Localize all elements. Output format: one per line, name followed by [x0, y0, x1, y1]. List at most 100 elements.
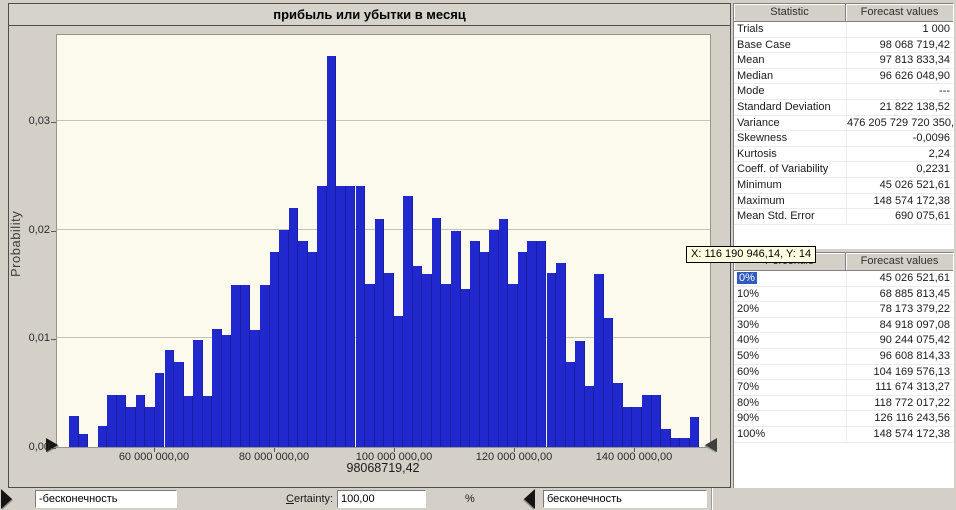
y-tick-label: 0,03 [28, 115, 50, 127]
row-label: 10% [737, 287, 760, 300]
row-value: 148 574 172,38 [846, 193, 953, 209]
y-tick-mark [51, 339, 56, 340]
table-row[interactable]: Mean 97 813 833,34 [734, 53, 953, 69]
row-label: Coeff. of Variability [737, 163, 829, 176]
x-tick-label: 100 000 000,00 [355, 451, 433, 463]
row-label: 40% [737, 334, 760, 347]
range-min-arrow-icon[interactable] [1, 489, 12, 509]
row-label: Mode [737, 85, 765, 98]
row-label: Kurtosis [737, 147, 777, 160]
row-value: 0,2231 [846, 162, 953, 177]
table-row[interactable]: 100% 148 574 172,38 [734, 426, 953, 443]
y-tick-label: 0,01 [28, 332, 50, 344]
table-row[interactable]: 10% 68 885 813,45 [734, 286, 953, 303]
histogram-bar [575, 341, 585, 447]
row-value: 2,24 [846, 146, 953, 162]
histogram-bar [307, 252, 318, 447]
table-row[interactable]: 30% 84 918 097,08 [734, 317, 953, 334]
histogram-bar [527, 241, 537, 447]
histogram-bar [546, 273, 557, 447]
table-row[interactable]: Mode --- [734, 84, 953, 100]
certainty-grabber-right[interactable] [705, 438, 717, 452]
histogram-bar [336, 186, 346, 447]
histogram-bar [622, 407, 633, 447]
range-max-input[interactable] [543, 490, 707, 508]
row-label: Mean [737, 54, 765, 67]
table-row[interactable]: 40% 90 244 075,42 [734, 333, 953, 349]
histogram-bar [174, 362, 184, 447]
statistics-table-header: Statistic Forecast values [734, 4, 953, 22]
table-row[interactable]: 20% 78 173 379,22 [734, 302, 953, 318]
forecast-values-column-header: Forecast values [846, 253, 953, 271]
chart-panel: прибыль или убытки в месяц Probability 9… [8, 3, 731, 488]
row-value: 68 885 813,45 [846, 286, 953, 302]
row-label: Minimum [737, 178, 782, 191]
table-row[interactable]: Mean Std. Error 690 075,61 [734, 209, 953, 225]
histogram-bar [613, 383, 623, 447]
histogram-bar [212, 329, 222, 447]
histogram-bar [221, 335, 232, 447]
histogram-bar [269, 252, 280, 447]
table-row[interactable]: 60% 104 169 576,13 [734, 364, 953, 381]
row-label: Variance [737, 116, 780, 129]
histogram-bar [279, 230, 289, 447]
histogram-bar [355, 186, 366, 447]
histogram-bar [689, 417, 700, 447]
row-label: Base Case [737, 38, 791, 51]
row-value: 78 173 379,22 [846, 302, 953, 317]
histogram-bar [422, 274, 432, 447]
histogram-bar [594, 274, 604, 447]
row-value: 148 574 172,38 [846, 426, 953, 442]
table-row[interactable]: Minimum 45 026 521,61 [734, 177, 953, 194]
row-label: 0% [734, 271, 846, 286]
histogram-bar [680, 438, 690, 447]
certainty-input[interactable] [337, 490, 426, 508]
percent-label: % [465, 493, 475, 505]
table-row[interactable]: Base Case 98 068 719,42 [734, 37, 953, 54]
x-tick-mark [154, 448, 155, 452]
table-row[interactable]: 0% 45 026 521,61 [734, 271, 953, 287]
row-label: Skewness [737, 132, 788, 145]
table-row[interactable]: 70% 111 674 313,27 [734, 380, 953, 396]
x-tick-label: 140 000 000,00 [595, 451, 673, 463]
statistics-table: Statistic Forecast values Trials 1 000 Bas… [733, 3, 954, 249]
plot-area[interactable] [56, 34, 711, 448]
y-tick-label: 0,00 [28, 441, 50, 453]
base-case-value-label: 98068719,42 [346, 461, 420, 475]
row-label: 30% [737, 318, 760, 331]
table-row[interactable]: Skewness -0,0096 [734, 131, 953, 147]
row-label: Median [737, 69, 774, 82]
histogram-bar [536, 241, 547, 447]
table-row[interactable]: Kurtosis 2,24 [734, 146, 953, 163]
table-row[interactable]: Variance 476 205 729 720 350, [734, 115, 954, 132]
table-row[interactable]: 80% 118 772 017,22 [734, 395, 953, 412]
y-tick-label: 0,02 [28, 224, 50, 236]
histogram-bar [145, 407, 155, 447]
row-label: 90% [737, 412, 760, 425]
chart-tooltip: X: 116 190 946,14, Y: 14 [686, 246, 817, 263]
histogram-bar [154, 373, 165, 447]
y-tick-mark [51, 448, 56, 449]
row-label: 80% [737, 396, 760, 409]
table-row[interactable]: Median 96 626 048,90 [734, 68, 953, 85]
histogram-bar [345, 186, 356, 447]
histogram-bar [451, 231, 461, 447]
row-value: 90 244 075,42 [846, 333, 953, 348]
row-value: 21 822 138,52 [846, 99, 953, 115]
table-row[interactable]: Standard Deviation 21 822 138,52 [734, 99, 953, 116]
table-row[interactable]: 90% 126 116 243,56 [734, 411, 953, 427]
row-value: 126 116 243,56 [846, 411, 953, 426]
histogram-bar [126, 407, 136, 447]
table-row[interactable]: Maximum 148 574 172,38 [734, 193, 953, 210]
range-min-input[interactable] [35, 490, 177, 508]
table-row[interactable]: Trials 1 000 [734, 22, 953, 38]
table-row[interactable]: Coeff. of Variability 0,2231 [734, 162, 953, 178]
histogram-bar [202, 396, 213, 447]
table-row[interactable]: 50% 96 608 814,33 [734, 348, 953, 365]
histogram-bar [431, 218, 442, 447]
histogram-bar [565, 362, 576, 447]
row-value: 45 026 521,61 [846, 177, 953, 193]
row-label: 60% [737, 365, 760, 378]
range-max-arrow-icon[interactable] [524, 489, 535, 509]
percentile-table: Percentile Forecast values 0%45 026 521,… [733, 252, 954, 489]
